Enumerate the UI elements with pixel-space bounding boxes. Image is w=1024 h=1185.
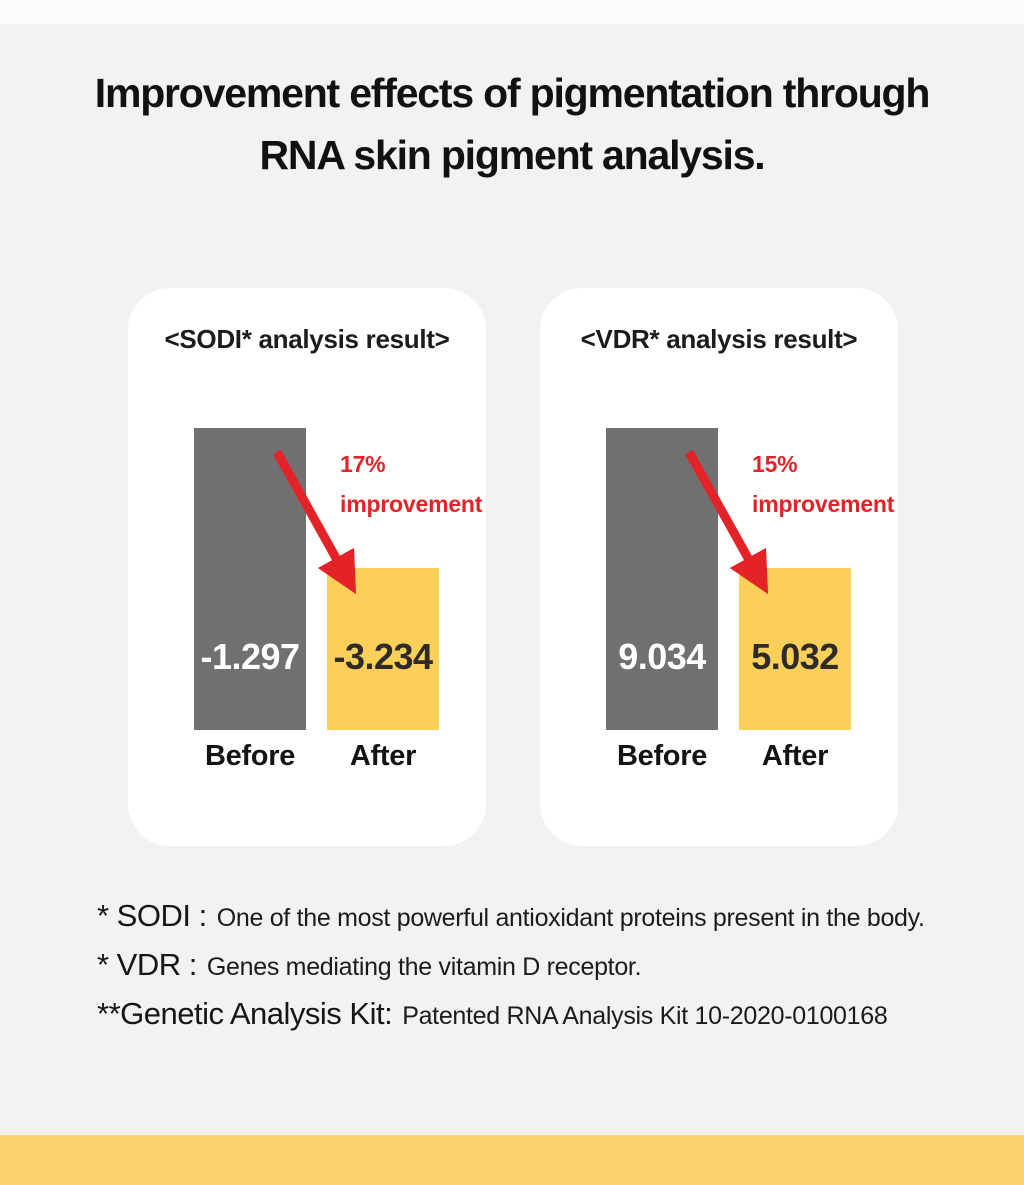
sodi-improvement-word: improvement <box>340 491 483 517</box>
footnote-genetic-kit-term: **Genetic Analysis Kit: <box>97 996 393 1031</box>
footnote-sodi: * SODI : One of the most powerful antiox… <box>97 898 925 934</box>
vdr-after-bar: 5.032 <box>739 568 851 730</box>
footnotes: * SODI : One of the most powerful antiox… <box>97 898 925 1032</box>
vdr-improvement-word: improvement <box>752 491 895 517</box>
footnote-sodi-term: * SODI : <box>97 898 207 933</box>
vdr-improvement-note: 15% improvement <box>752 444 894 524</box>
footnote-vdr: * VDR : Genes mediating the vitamin D re… <box>97 947 925 983</box>
footnote-vdr-desc: Genes mediating the vitamin D receptor. <box>206 953 642 981</box>
sodi-before-value: -1.297 <box>200 636 300 677</box>
vdr-after-label: After <box>761 740 829 772</box>
sodi-improvement-pct: 17% <box>340 451 386 477</box>
vdr-before-bar: 9.034 <box>606 428 718 730</box>
sodi-improvement-note: 17% improvement <box>340 444 482 524</box>
page-title: Improvement effects of pigmentation thro… <box>0 62 1024 186</box>
bottom-yellow-band <box>0 1135 1024 1185</box>
footnote-vdr-term: * VDR : <box>97 947 197 982</box>
sodi-before-bar: -1.297 <box>194 428 306 730</box>
sodi-after-label: After <box>349 740 417 772</box>
vdr-before-label: Before <box>616 740 708 772</box>
footnote-genetic-kit-desc: Patented RNA Analysis Kit 10-2020-010016… <box>402 1002 888 1030</box>
footnote-sodi-desc: One of the most powerful antioxidant pro… <box>216 904 925 932</box>
page-title-line1: Improvement effects of pigmentation thro… <box>94 70 931 116</box>
sodi-after-bar: -3.234 <box>327 568 439 730</box>
vdr-before-value: 9.034 <box>618 636 706 677</box>
vdr-improvement-pct: 15% <box>752 451 798 477</box>
top-margin-strip <box>0 0 1024 24</box>
vdr-after-value: 5.032 <box>751 636 839 677</box>
sodi-card-title: <SODI* analysis result> <box>164 324 450 354</box>
sodi-after-value: -3.234 <box>333 636 433 677</box>
page-title-line2: RNA skin pigment analysis. <box>259 132 766 178</box>
sodi-result-card: <SODI* analysis result> -1.297 -3.234 17… <box>128 288 486 846</box>
vdr-result-card: <VDR* analysis result> 9.034 5.032 15% i… <box>540 288 898 846</box>
footnote-genetic-kit: **Genetic Analysis Kit: Patented RNA Ana… <box>97 996 925 1032</box>
sodi-before-label: Before <box>204 740 296 772</box>
vdr-card-title: <VDR* analysis result> <box>580 324 858 354</box>
